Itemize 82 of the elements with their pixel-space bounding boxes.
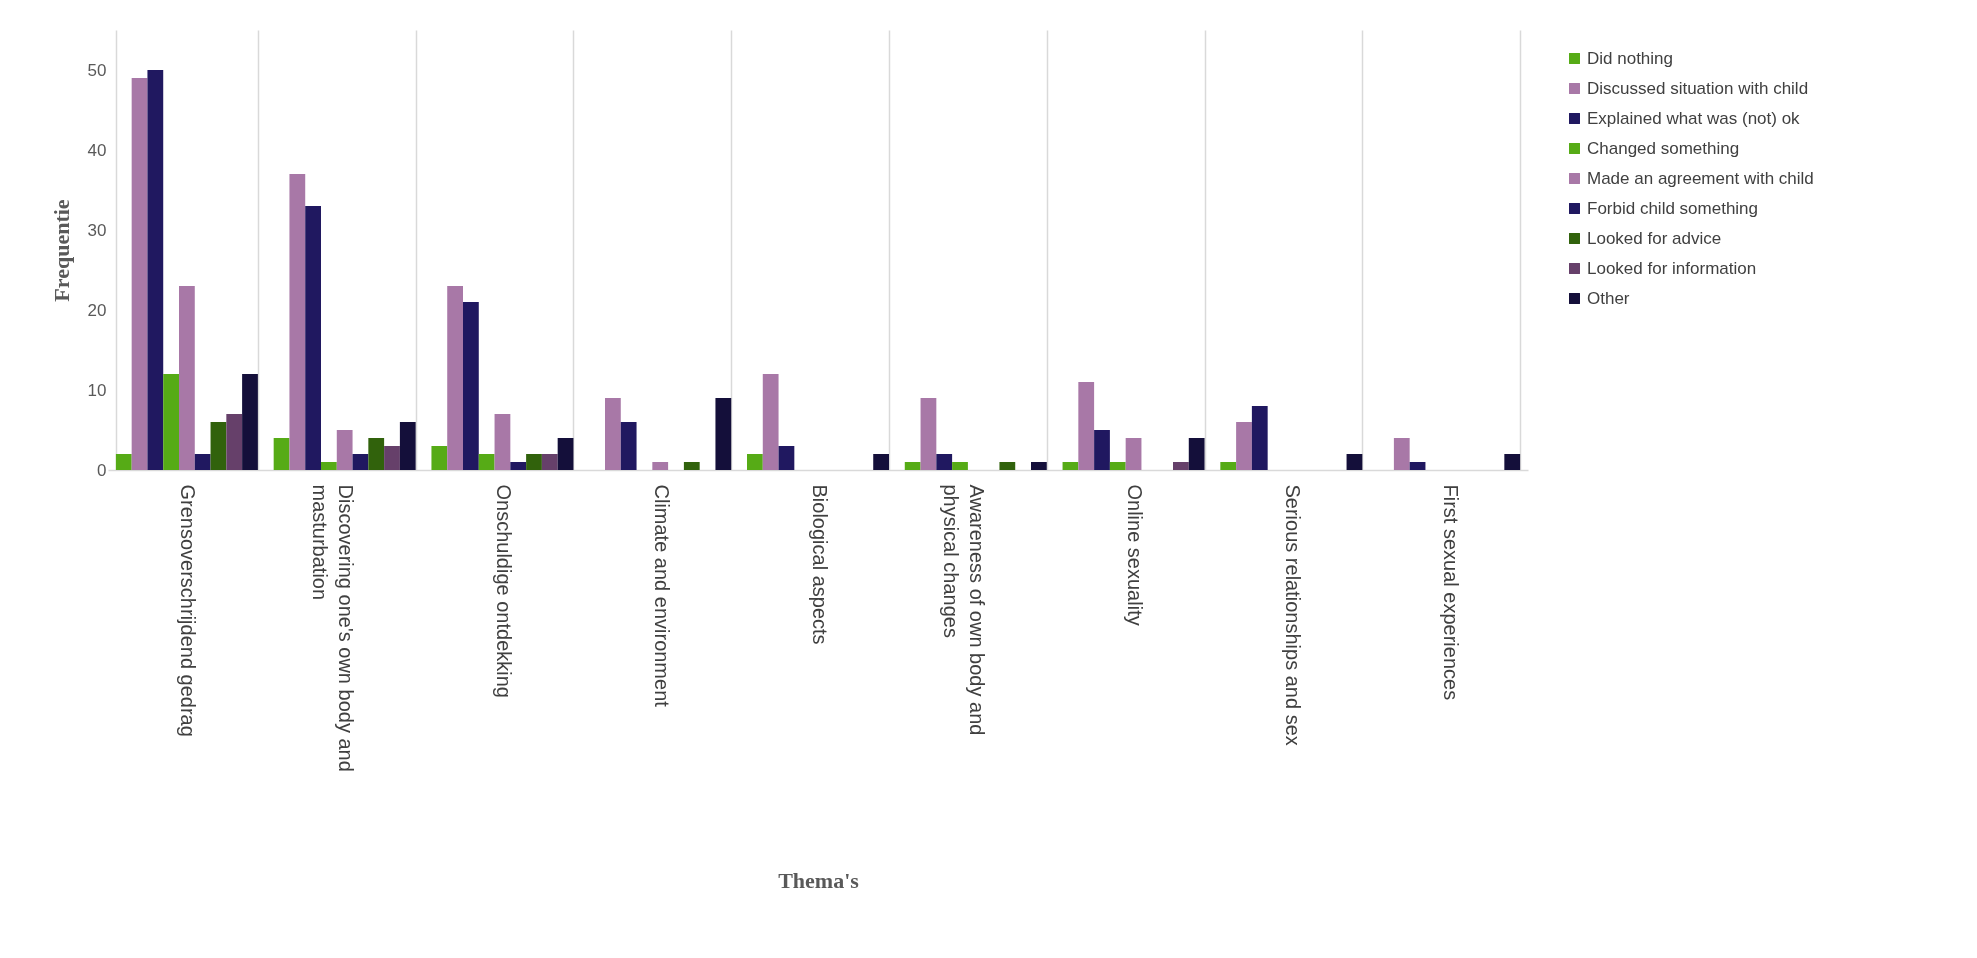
x-tick-label: Climate and environment — [650, 484, 673, 708]
bar — [1109, 462, 1126, 470]
bar — [194, 454, 211, 470]
y-tick-label: 20 — [87, 300, 107, 320]
bar — [620, 422, 637, 470]
x-tick-label: Onschuldige ontdekking — [492, 484, 515, 698]
x-tick-label: Serious relationships and sex — [1281, 484, 1304, 746]
y-tick-label: 10 — [87, 380, 107, 400]
bar — [778, 446, 795, 470]
bar — [1173, 462, 1189, 470]
bar — [273, 438, 290, 470]
bar — [747, 454, 763, 470]
bar — [920, 398, 937, 470]
bar — [305, 206, 321, 470]
bar — [715, 398, 732, 470]
bar — [1078, 382, 1095, 470]
bar — [336, 430, 353, 470]
bar — [936, 454, 953, 470]
bar — [652, 462, 669, 470]
x-axis-title: Thema's — [778, 867, 860, 893]
bar — [179, 286, 195, 470]
bar — [904, 462, 921, 470]
bar — [478, 454, 495, 470]
bar — [226, 414, 243, 470]
bar — [1094, 430, 1110, 470]
bar — [242, 374, 258, 470]
bar — [147, 70, 164, 470]
x-tick-label: Online sexuality — [1124, 484, 1147, 626]
x-tick-label: Grensoverschrijdend gedrag — [177, 484, 200, 737]
bar — [447, 286, 463, 470]
legend-label: Changed something — [1587, 138, 1740, 158]
bar — [1251, 406, 1268, 470]
bar — [431, 446, 448, 470]
legend-label: Made an agreement with child — [1587, 168, 1814, 188]
bar — [605, 398, 621, 470]
x-tick-label: First sexual experiences — [1439, 484, 1462, 701]
bar — [1031, 462, 1047, 470]
legend-label: Looked for information — [1587, 258, 1757, 278]
x-tick-label: Awareness of own body and physical changes — [940, 484, 989, 736]
bar — [289, 174, 306, 470]
y-axis-title: Frequentie — [48, 199, 74, 302]
bar — [1504, 454, 1521, 470]
bar — [541, 454, 558, 470]
bar — [210, 422, 227, 470]
bar — [1346, 454, 1363, 470]
legend-label: Forbid child something — [1587, 198, 1759, 218]
bar — [762, 374, 779, 470]
bar — [1409, 462, 1426, 470]
legend-label: Discussed situation with child — [1587, 78, 1809, 98]
bar — [321, 462, 337, 470]
bar — [510, 462, 527, 470]
bar — [399, 422, 416, 470]
bar — [163, 374, 179, 470]
bar — [999, 462, 1016, 470]
bar — [873, 454, 889, 470]
bar — [683, 462, 700, 470]
bar — [1393, 438, 1410, 470]
legend-label: Explained what was (not) ok — [1587, 108, 1801, 128]
bar — [526, 454, 542, 470]
bar — [115, 454, 132, 470]
bar — [1220, 462, 1237, 470]
legend-label: Other — [1587, 288, 1630, 308]
bar — [352, 454, 369, 470]
x-tick-label: Discovering one's own body and masturbation — [309, 484, 358, 772]
bar — [463, 302, 479, 470]
legend-label: Did nothing — [1587, 48, 1674, 68]
x-tick-label: Biological aspects — [808, 484, 831, 645]
y-tick-label: 0 — [97, 460, 107, 480]
y-tick-label: 50 — [87, 60, 107, 80]
bar — [1125, 438, 1142, 470]
y-tick-label: 40 — [87, 140, 107, 160]
bar — [494, 414, 511, 470]
bar — [557, 438, 574, 470]
bar — [952, 462, 968, 470]
bar — [131, 78, 148, 470]
bar — [384, 446, 400, 470]
legend-label: Looked for advice — [1587, 228, 1722, 248]
bar — [1062, 462, 1079, 470]
y-tick-label: 30 — [87, 220, 107, 240]
bar — [1188, 438, 1205, 470]
bar — [1236, 422, 1252, 470]
bar — [368, 438, 385, 470]
